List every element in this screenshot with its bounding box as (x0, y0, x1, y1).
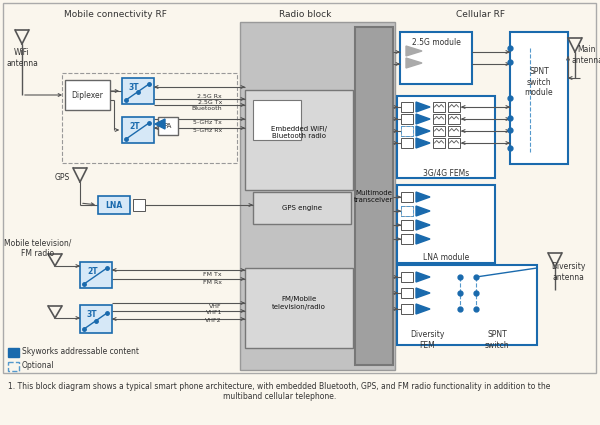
Bar (3, 3, 596, 373)
Bar (401, 138, 413, 148)
Bar (8, 348, 19, 357)
Text: 2.5G module: 2.5G module (412, 37, 460, 46)
Text: WiFi
antenna: WiFi antenna (6, 48, 38, 68)
Bar (400, 32, 472, 84)
Bar (401, 126, 413, 136)
Polygon shape (416, 126, 430, 136)
Polygon shape (416, 206, 430, 216)
Bar (8, 362, 19, 371)
Bar (401, 206, 413, 216)
Text: PA: PA (164, 123, 172, 129)
Bar (448, 114, 460, 124)
Text: LNA module: LNA module (423, 253, 469, 263)
Text: Mobile television/
FM radio: Mobile television/ FM radio (4, 238, 71, 258)
Polygon shape (416, 102, 430, 112)
Polygon shape (406, 58, 422, 68)
Bar (448, 126, 460, 136)
Text: Skyworks addressable content: Skyworks addressable content (22, 348, 139, 357)
Text: 5-GHz Rx: 5-GHz Rx (193, 128, 222, 133)
Bar (433, 114, 445, 124)
Bar (401, 206, 413, 216)
Text: VHF1: VHF1 (205, 311, 222, 315)
Text: 2T: 2T (129, 122, 140, 131)
Bar (510, 32, 568, 164)
Polygon shape (416, 234, 430, 244)
Bar (448, 138, 460, 148)
Text: Diversity
antenna: Diversity antenna (551, 262, 585, 282)
Bar (62, 73, 237, 163)
Polygon shape (416, 288, 430, 298)
Bar (433, 102, 445, 112)
Bar (158, 117, 178, 135)
Text: Main
antenna: Main antenna (571, 45, 600, 65)
Bar (448, 102, 460, 112)
Bar (65, 80, 110, 110)
Text: Bluetooth: Bluetooth (191, 105, 222, 111)
Text: 5-GHz Tx: 5-GHz Tx (193, 119, 222, 125)
Polygon shape (416, 272, 430, 282)
Bar (401, 288, 413, 298)
Bar (122, 117, 154, 143)
Text: Cellular RF: Cellular RF (455, 9, 505, 19)
Bar (401, 126, 413, 136)
Bar (401, 114, 413, 124)
Bar (401, 272, 413, 282)
Text: VHF2: VHF2 (205, 317, 222, 323)
Text: Diplexer: Diplexer (71, 91, 103, 99)
Text: 2.5G Rx: 2.5G Rx (197, 94, 222, 99)
Bar (253, 100, 301, 140)
Polygon shape (416, 114, 430, 124)
Bar (122, 78, 154, 104)
Text: Optional: Optional (22, 362, 55, 371)
Text: GPS engine: GPS engine (282, 205, 322, 211)
Text: SPNT
switch
module: SPNT switch module (524, 67, 553, 97)
Bar (80, 262, 112, 288)
Bar (433, 138, 445, 148)
Text: FM/Mobile
television/radio: FM/Mobile television/radio (272, 297, 326, 309)
Text: FM Tx: FM Tx (203, 272, 222, 277)
Bar (245, 268, 353, 348)
Bar (98, 196, 130, 214)
Text: 2T: 2T (87, 267, 98, 276)
Bar (245, 90, 353, 190)
Bar (397, 185, 495, 263)
Text: FM Rx: FM Rx (203, 280, 222, 284)
Text: 1. This block diagram shows a typical smart phone architecture, with embedded Bl: 1. This block diagram shows a typical sm… (8, 382, 550, 401)
Text: 3T: 3T (87, 310, 98, 319)
Bar (401, 102, 413, 112)
Bar (397, 96, 495, 178)
Text: Multimode
transceiver: Multimode transceiver (355, 190, 394, 202)
Text: Embedded WiFi/
Bluetooth radio: Embedded WiFi/ Bluetooth radio (271, 127, 327, 139)
Bar (253, 192, 351, 224)
Bar (355, 27, 393, 365)
Bar (80, 305, 112, 333)
Text: SPNT
switch: SPNT switch (485, 330, 509, 350)
Bar (401, 192, 413, 202)
Bar (401, 304, 413, 314)
Bar (433, 126, 445, 136)
Text: GPS: GPS (55, 173, 70, 181)
Text: Radio block: Radio block (279, 9, 331, 19)
Text: Diversity
FEM: Diversity FEM (410, 330, 444, 350)
Text: LNA: LNA (106, 201, 122, 210)
Text: 2.5G Tx: 2.5G Tx (197, 99, 222, 105)
Text: 3T: 3T (129, 83, 140, 92)
Bar (401, 234, 413, 244)
Bar (401, 220, 413, 230)
Bar (133, 199, 145, 211)
Polygon shape (416, 138, 430, 148)
Bar (240, 22, 395, 370)
Polygon shape (416, 220, 430, 230)
Polygon shape (416, 192, 430, 202)
Polygon shape (416, 304, 430, 314)
Text: VHF: VHF (209, 303, 222, 309)
Text: 3G/4G FEMs: 3G/4G FEMs (423, 168, 469, 178)
Text: Mobile connectivity RF: Mobile connectivity RF (64, 9, 166, 19)
Polygon shape (406, 46, 422, 56)
Bar (397, 265, 537, 345)
Polygon shape (155, 119, 165, 129)
